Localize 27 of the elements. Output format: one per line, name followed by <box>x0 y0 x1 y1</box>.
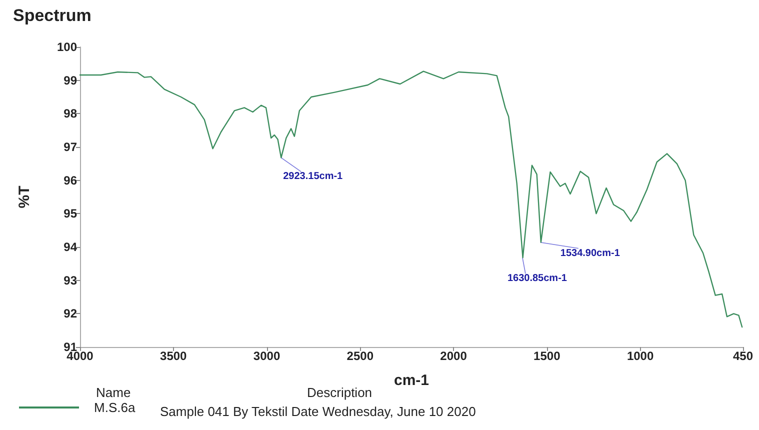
annotation: 2923.15cm-1 <box>283 171 344 182</box>
x-tick-label: 2000 <box>440 349 468 363</box>
y-tick-label: 97 <box>64 140 78 154</box>
y-tick-label: 92 <box>64 306 78 321</box>
x-tick-label: 1000 <box>626 349 654 363</box>
x-tick-label: 1500 <box>534 349 561 363</box>
y-tick-label: 94 <box>64 240 78 254</box>
y-tick-label: 93 <box>64 273 78 288</box>
x-tick-label: 450 <box>732 349 754 363</box>
text: Sample 041 By Tekstil Date Wednesday, June 10 2020 <box>160 404 476 419</box>
y-tick-label: 95 <box>64 206 78 221</box>
y-tick-label: 99 <box>64 73 78 88</box>
annotation: 1534.90cm-1 <box>560 248 620 259</box>
x-tick-label: 3500 <box>160 349 188 363</box>
text: Description <box>307 385 372 400</box>
x-tick-label: 3000 <box>253 349 280 363</box>
legend-label: M.S.6a <box>94 400 136 415</box>
annotation: 1630.85cm-1 <box>507 273 568 284</box>
y-tick-label: 98 <box>64 106 78 121</box>
text: Name <box>96 385 131 400</box>
y-axis-title: %T <box>16 186 33 208</box>
x-axis-title: cm-1 <box>394 372 430 389</box>
line-series <box>79 70 743 328</box>
y-tick-label: 96 <box>64 173 78 188</box>
y-tick-label: 100 <box>56 40 78 54</box>
chart-title: Spectrum <box>13 6 92 25</box>
x-tick-label: 2500 <box>346 349 374 363</box>
